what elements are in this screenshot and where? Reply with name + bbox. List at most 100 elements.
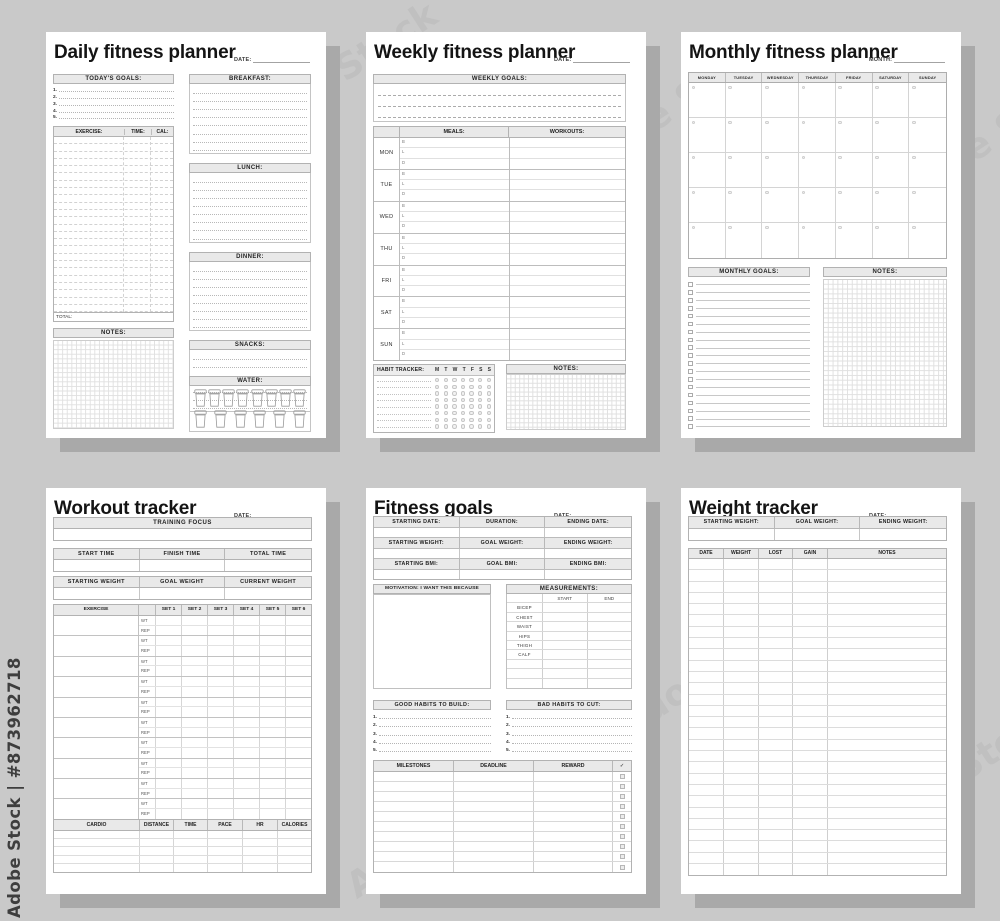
- meal-letter: B: [402, 330, 405, 336]
- blank-cell: [156, 768, 182, 778]
- calendar-day-cell: [836, 223, 873, 258]
- blank-cell: [689, 604, 724, 615]
- habit-circle-icon: [486, 391, 491, 396]
- blank-cell: [182, 809, 208, 819]
- blank-cell: [689, 529, 775, 540]
- calendar-day-cell: [799, 153, 836, 188]
- calendar-day-cell: [872, 153, 910, 188]
- col-header-starting-weight: STARTING WEIGHT:: [689, 517, 775, 528]
- blank-cell: [689, 717, 724, 728]
- page-fitness-goals: Fitness goals DATE: STARTING DATE: DURATI…: [366, 488, 646, 894]
- col-header-lost: LOST: [759, 549, 793, 558]
- goal-line: 4.: [53, 107, 174, 114]
- blank-cell: [260, 747, 286, 758]
- check-cell: [613, 842, 631, 851]
- blank-cell: [260, 616, 286, 625]
- blank-cell: [225, 560, 311, 571]
- wt-rep-column-header: [139, 605, 156, 615]
- blank-cell: [208, 809, 234, 819]
- calendar-day-circle-icon: [801, 225, 806, 230]
- blank-cell: [234, 799, 260, 809]
- table-body: [374, 772, 631, 872]
- blank-cell: [793, 615, 828, 626]
- blank-cell: [759, 864, 793, 876]
- check-cell: [613, 782, 631, 791]
- blank-cell: [534, 782, 613, 791]
- calendar-day-circle-icon: [801, 190, 806, 195]
- blank-cell: [793, 671, 828, 683]
- calendar-day-circle-icon: [801, 155, 806, 160]
- check-cell: [613, 792, 631, 801]
- blank-cell: [759, 592, 793, 604]
- table-row: [689, 592, 946, 605]
- col-header-deadline: DEADLINE: [454, 761, 534, 771]
- rep-label: REP: [139, 747, 156, 758]
- col-header-set: SET 2: [182, 605, 208, 615]
- blank-cell: [828, 683, 946, 693]
- ruled-line: [695, 418, 810, 420]
- month-field: MONTH:: [869, 57, 945, 63]
- check-cell: [613, 802, 631, 811]
- blank-cell: [208, 863, 243, 872]
- blank-cell: [260, 625, 286, 636]
- goal-line: 1.: [53, 86, 174, 93]
- habit-line: 4.: [506, 737, 632, 745]
- blank-cell: [454, 852, 534, 861]
- blank-cell: [260, 768, 286, 778]
- habit-check-circles: [435, 417, 491, 423]
- goal-checklist-row: [688, 295, 810, 303]
- ruled-line: [193, 312, 307, 321]
- col-header-time: TIME: [174, 820, 208, 830]
- habit-circle-icon: [460, 391, 466, 396]
- rep-label: REP: [139, 666, 156, 677]
- meal-row: D: [400, 286, 509, 296]
- cardio-table: CARDIO DISTANCE TIME PACE HR CALORIES: [53, 819, 312, 873]
- date-field: DATE:: [554, 57, 630, 63]
- ruled-line: [193, 320, 307, 329]
- col-header-exercise: EXERCISE:: [75, 128, 103, 135]
- blank-cell: [759, 796, 793, 807]
- checkbox-icon: [688, 361, 693, 366]
- ruled-line: [378, 107, 621, 118]
- ruled-line: [193, 264, 307, 272]
- col-header-reward: REWARD: [534, 761, 613, 771]
- blank-cell: [460, 528, 546, 537]
- ruled-line: [695, 426, 810, 428]
- blank-cell: [534, 822, 613, 831]
- calendar-day-circle-icon: [875, 120, 879, 125]
- exercise-sets-cells: WT REP: [139, 636, 311, 656]
- blank-cell: [243, 863, 278, 872]
- blank-cell: [374, 812, 454, 821]
- measurement-row: THIGH: [507, 640, 631, 651]
- blank-cell: [234, 686, 260, 697]
- ruled-line: [193, 272, 307, 280]
- rep-subrow: REP: [139, 625, 311, 636]
- meal-row: D: [400, 222, 509, 232]
- blank-cell: [54, 560, 140, 571]
- goal-checklist-row: [688, 374, 810, 382]
- calendar-day-circle-icon: [764, 120, 769, 125]
- meal-lines-box: [189, 261, 311, 332]
- col-header-time: TIME:: [124, 128, 151, 135]
- habit-row: [377, 417, 491, 424]
- table-row: [374, 772, 631, 782]
- blank-cell: [156, 677, 182, 686]
- measurement-label: BICEP: [507, 603, 543, 612]
- col-header-weight: WEIGHT: [724, 549, 759, 558]
- blank-cell: [286, 728, 311, 738]
- blank-cell: [156, 625, 182, 636]
- table-body: WT REP: [54, 616, 311, 819]
- habit-check-circles: [435, 378, 491, 383]
- exercise-name-cell: [54, 697, 139, 717]
- exercise-sets-cells: WT REP: [139, 677, 311, 697]
- exercise-sets-cells: WT REP: [139, 656, 311, 677]
- table-row: [510, 308, 625, 319]
- habit-row: [377, 397, 491, 404]
- calendar-day-circle-icon: [691, 190, 696, 195]
- blank-cell: [234, 788, 260, 799]
- blank-cell: [454, 802, 534, 811]
- calendar-day-circle-icon: [838, 85, 843, 90]
- blank-cell: [793, 559, 828, 570]
- blank-cell: [793, 581, 828, 592]
